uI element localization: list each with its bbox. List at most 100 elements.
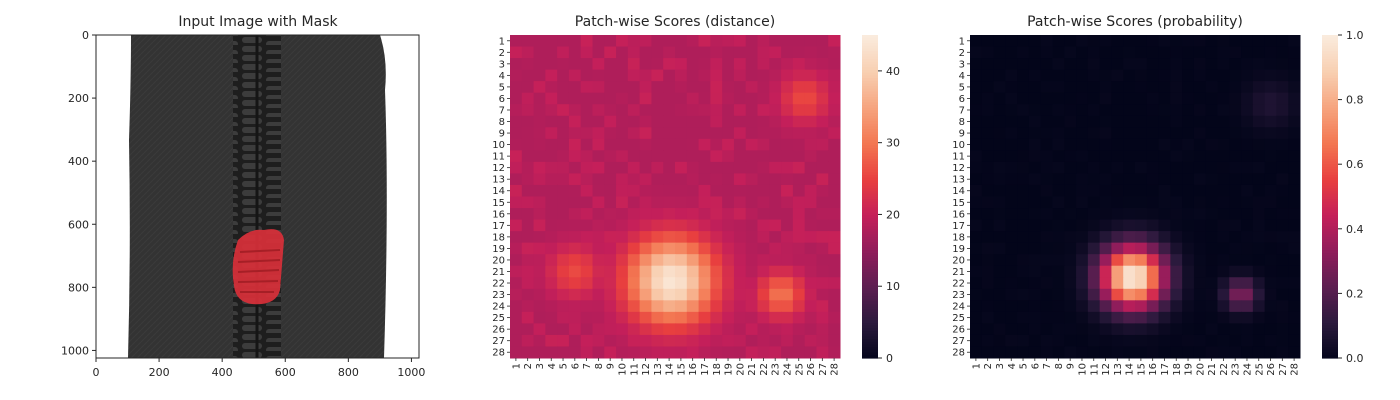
- heatmap-cell: [792, 58, 806, 71]
- heatmap-cell: [1193, 150, 1207, 163]
- heatmap-cell: [1028, 173, 1042, 186]
- colorbar-tick-label: 0.6: [1346, 158, 1364, 171]
- heatmap-row-label: 4: [959, 71, 965, 82]
- heatmap-cell: [663, 231, 676, 244]
- heatmap-cell: [1076, 104, 1089, 117]
- heatmap-cell: [1146, 254, 1160, 267]
- heatmap-cell: [557, 46, 570, 59]
- heatmap-cell: [510, 323, 523, 336]
- heatmap-cell: [1170, 323, 1183, 336]
- heatmap-cell: [816, 161, 829, 174]
- heatmap-col-label: 14: [1125, 363, 1136, 376]
- heatmap-cell: [1040, 277, 1053, 290]
- heatmap-cell: [1040, 81, 1053, 94]
- heatmap-cell: [1099, 138, 1112, 151]
- heatmap-cell: [686, 254, 700, 267]
- heatmap-cell: [970, 92, 983, 105]
- heatmap-cell: [769, 231, 782, 244]
- heatmap-cell: [1146, 334, 1160, 347]
- heatmap-cell: [828, 46, 841, 59]
- heatmap-cell: [616, 138, 629, 151]
- heatmap-cell: [1229, 138, 1242, 151]
- colorbar-segment: [1322, 309, 1338, 313]
- heatmap-cell: [1052, 208, 1065, 221]
- heatmap-cell: [1087, 242, 1101, 255]
- heatmap-cell: [1193, 81, 1207, 94]
- heatmap-cell: [710, 46, 723, 59]
- heatmap-cell: [698, 184, 711, 197]
- heatmap-cell: [792, 242, 806, 255]
- heatmap-col-label: 20: [735, 363, 746, 376]
- colorbar-segment: [862, 43, 878, 47]
- heatmap-cell: [663, 277, 676, 290]
- colorbar-segment: [1322, 220, 1338, 225]
- heatmap-cell: [651, 92, 664, 105]
- heatmap-cell: [769, 138, 782, 151]
- heatmap-cell: [1170, 300, 1183, 313]
- heatmap-cell: [804, 173, 817, 186]
- heatmap-cell: [663, 127, 676, 140]
- heatmap-cell: [1052, 254, 1065, 267]
- heatmap-cell: [1182, 300, 1195, 313]
- heatmap-cell: [651, 69, 664, 82]
- heatmap-cell: [1146, 46, 1160, 59]
- heatmap-cell: [993, 346, 1006, 359]
- heatmap-cell: [769, 196, 782, 209]
- heatmap-cell: [627, 161, 641, 174]
- panel-1-ytick-label: 0: [82, 29, 89, 42]
- heatmap-cell: [769, 35, 782, 48]
- heatmap-cell: [639, 92, 652, 105]
- heatmap-cell: [1017, 184, 1030, 197]
- heatmap-cell: [545, 46, 558, 59]
- heatmap-cell: [970, 115, 983, 128]
- heatmap-cell: [580, 334, 593, 347]
- heatmap-cell: [1276, 58, 1289, 71]
- heatmap-cell: [1276, 161, 1289, 174]
- heatmap-col-label: 12: [641, 363, 652, 376]
- heatmap-cell: [557, 219, 570, 232]
- heatmap-cell: [545, 334, 558, 347]
- heatmap-cell: [1017, 311, 1030, 324]
- heatmap-cell: [698, 104, 711, 117]
- heatmap-cell: [510, 69, 523, 82]
- heatmap-cell: [533, 46, 546, 59]
- heatmap-cell: [1182, 265, 1195, 278]
- heatmap-cell: [639, 104, 652, 117]
- heatmap-cell: [1264, 334, 1277, 347]
- heatmap-cell: [1040, 92, 1053, 105]
- colorbar-segment: [1322, 212, 1338, 216]
- colorbar-segment: [862, 312, 878, 316]
- heatmap-cell: [1076, 265, 1089, 278]
- heatmap-cell: [710, 92, 723, 105]
- heatmap-cell: [1099, 288, 1112, 301]
- heatmap-cell: [663, 115, 676, 128]
- heatmap-cell: [1288, 219, 1301, 232]
- heatmap-cell: [1264, 196, 1277, 209]
- heatmap-cell: [521, 161, 535, 174]
- heatmap-cell: [993, 323, 1006, 336]
- heatmap-cell: [1017, 115, 1030, 128]
- heatmap-cell: [1217, 277, 1230, 290]
- heatmap-col-label: 21: [1207, 363, 1218, 376]
- heatmap-cell: [781, 300, 794, 313]
- colorbar-tick-label: 0.2: [1346, 287, 1364, 300]
- heatmap-cell: [675, 46, 688, 59]
- heatmap-cell: [686, 242, 700, 255]
- heatmap-cell: [675, 311, 688, 324]
- heatmap-cell: [816, 208, 829, 221]
- colorbar-segment: [862, 174, 878, 179]
- heatmap-cell: [981, 173, 995, 186]
- heatmap-cell: [1087, 58, 1101, 71]
- heatmap-cell: [828, 219, 841, 232]
- heatmap-cell: [1111, 219, 1124, 232]
- heatmap-cell: [993, 288, 1006, 301]
- heatmap-cell: [1017, 219, 1030, 232]
- heatmap-cell: [722, 265, 735, 278]
- heatmap-cell: [745, 219, 758, 232]
- colorbar-segment: [862, 209, 878, 214]
- heatmap-cell: [828, 288, 841, 301]
- heatmap-cell: [1252, 208, 1266, 221]
- heatmap-cell: [1264, 138, 1277, 151]
- heatmap-col-label: 12: [1101, 363, 1112, 376]
- panel-3-title: Patch-wise Scores (probability): [1027, 14, 1243, 30]
